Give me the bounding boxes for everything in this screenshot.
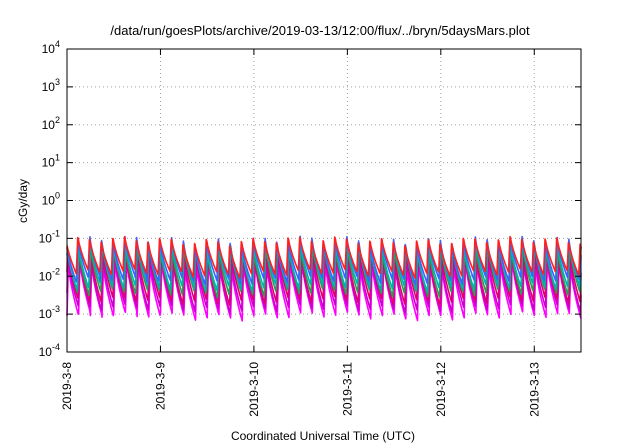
- y-tick-label: 100: [42, 191, 60, 208]
- x-tick-label: 2019-3-10: [247, 362, 261, 417]
- x-tick-label: 2019-3-12: [434, 362, 448, 417]
- y-tick-label: 103: [42, 77, 60, 94]
- y-tick-label: 10-3: [39, 304, 60, 321]
- x-tick-label: 2019-3-9: [153, 362, 167, 410]
- x-tick-label: 2019-3-13: [527, 362, 541, 417]
- series-line: [66, 235, 582, 279]
- x-axis: 2019-3-8 2019-3-9 2019-3-10 2019-3-11 2019-3…: [60, 49, 541, 417]
- x-tick-label: 2019-3-11: [340, 362, 354, 416]
- y-axis-label: cGy/day: [16, 179, 30, 223]
- series-line: [66, 258, 582, 322]
- y-tick-label: 101: [42, 153, 60, 170]
- y-tick-label: 10-1: [39, 228, 60, 245]
- chart-title: /data/run/goesPlots/archive/2019-03-13/1…: [110, 23, 530, 38]
- x-tick-label: 2019-3-8: [60, 362, 74, 410]
- y-axis: 10-4 10-3 10-2 10-1 100 101 102 103 104: [39, 39, 581, 359]
- y-tick-label: 10-4: [39, 342, 60, 359]
- y-tick-label: 10-2: [39, 266, 60, 283]
- y-tick-label: 102: [42, 115, 60, 132]
- y-tick-label: 104: [42, 39, 60, 56]
- x-axis-label: Coordinated Universal Time (UTC): [231, 429, 415, 443]
- series-group: [66, 235, 582, 322]
